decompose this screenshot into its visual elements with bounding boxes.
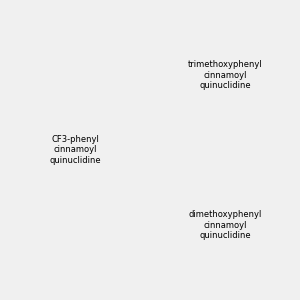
Text: CF3-phenyl
cinnamoyl
quinuclidine: CF3-phenyl cinnamoyl quinuclidine bbox=[49, 135, 101, 165]
Text: dimethoxyphenyl
cinnamoyl
quinuclidine: dimethoxyphenyl cinnamoyl quinuclidine bbox=[188, 210, 262, 240]
Text: trimethoxyphenyl
cinnamoyl
quinuclidine: trimethoxyphenyl cinnamoyl quinuclidine bbox=[188, 60, 262, 90]
